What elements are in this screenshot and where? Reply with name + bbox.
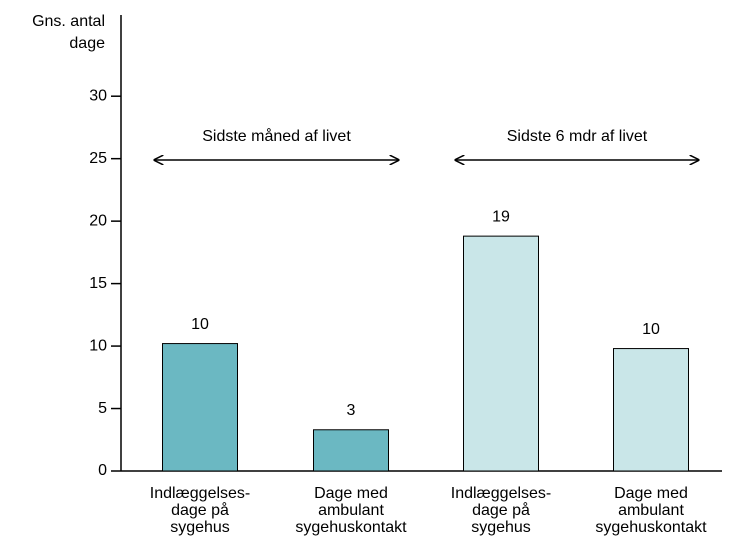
- x-tick-label-line: ambulant: [618, 502, 684, 519]
- x-tick-label: Dage med ambulant sygehuskontakt: [295, 485, 407, 536]
- y-axis-label: Gns. antal: [32, 13, 105, 30]
- x-tick-label-line: Dage med: [314, 485, 388, 502]
- y-tick-label: 25: [89, 150, 107, 167]
- x-tick-label: Indlæggelses-dage på sygehus: [150, 485, 251, 536]
- y-tick-label: 20: [89, 212, 107, 229]
- value-label: 10: [642, 321, 660, 338]
- x-tick-label-line: Indlæggelses-: [451, 485, 552, 502]
- y-axis-label: dage: [69, 35, 105, 52]
- annotation: Sidste 6 mdr af livet: [507, 128, 648, 145]
- x-tick-label-line: ambulant: [318, 502, 384, 519]
- x-tick-label: Dage med ambulant sygehuskontakt: [595, 485, 707, 536]
- bar: [162, 343, 238, 472]
- x-tick-label-line: dage på: [472, 501, 530, 519]
- value-label: 10: [191, 316, 209, 333]
- x-tick-label-line: sygehus: [471, 519, 531, 536]
- x-tick-label: Indlæggelses-dage på sygehus: [451, 485, 552, 536]
- x-tick-label-line: dage på: [171, 501, 229, 519]
- y-tick-label: 15: [89, 275, 107, 292]
- x-tick-label-line: sygehus: [170, 519, 230, 536]
- y-tick-label: 0: [98, 462, 107, 479]
- x-tick-label-line: sygehuskontakt: [295, 519, 407, 536]
- x-tick-label-line: Dage med: [614, 485, 688, 502]
- annotation: Sidste måned af livet: [202, 127, 351, 145]
- y-tick-label: 30: [89, 87, 107, 104]
- bar: [613, 348, 689, 472]
- value-label: 19: [492, 208, 510, 225]
- value-label: 3: [347, 402, 356, 419]
- x-tick-label-line: Indlæggelses-: [150, 485, 251, 502]
- y-tick-label: 5: [98, 400, 107, 417]
- y-tick-label: 10: [89, 337, 107, 354]
- x-tick-label-line: sygehuskontakt: [595, 519, 707, 536]
- bar: [463, 235, 539, 472]
- bar: [313, 429, 389, 472]
